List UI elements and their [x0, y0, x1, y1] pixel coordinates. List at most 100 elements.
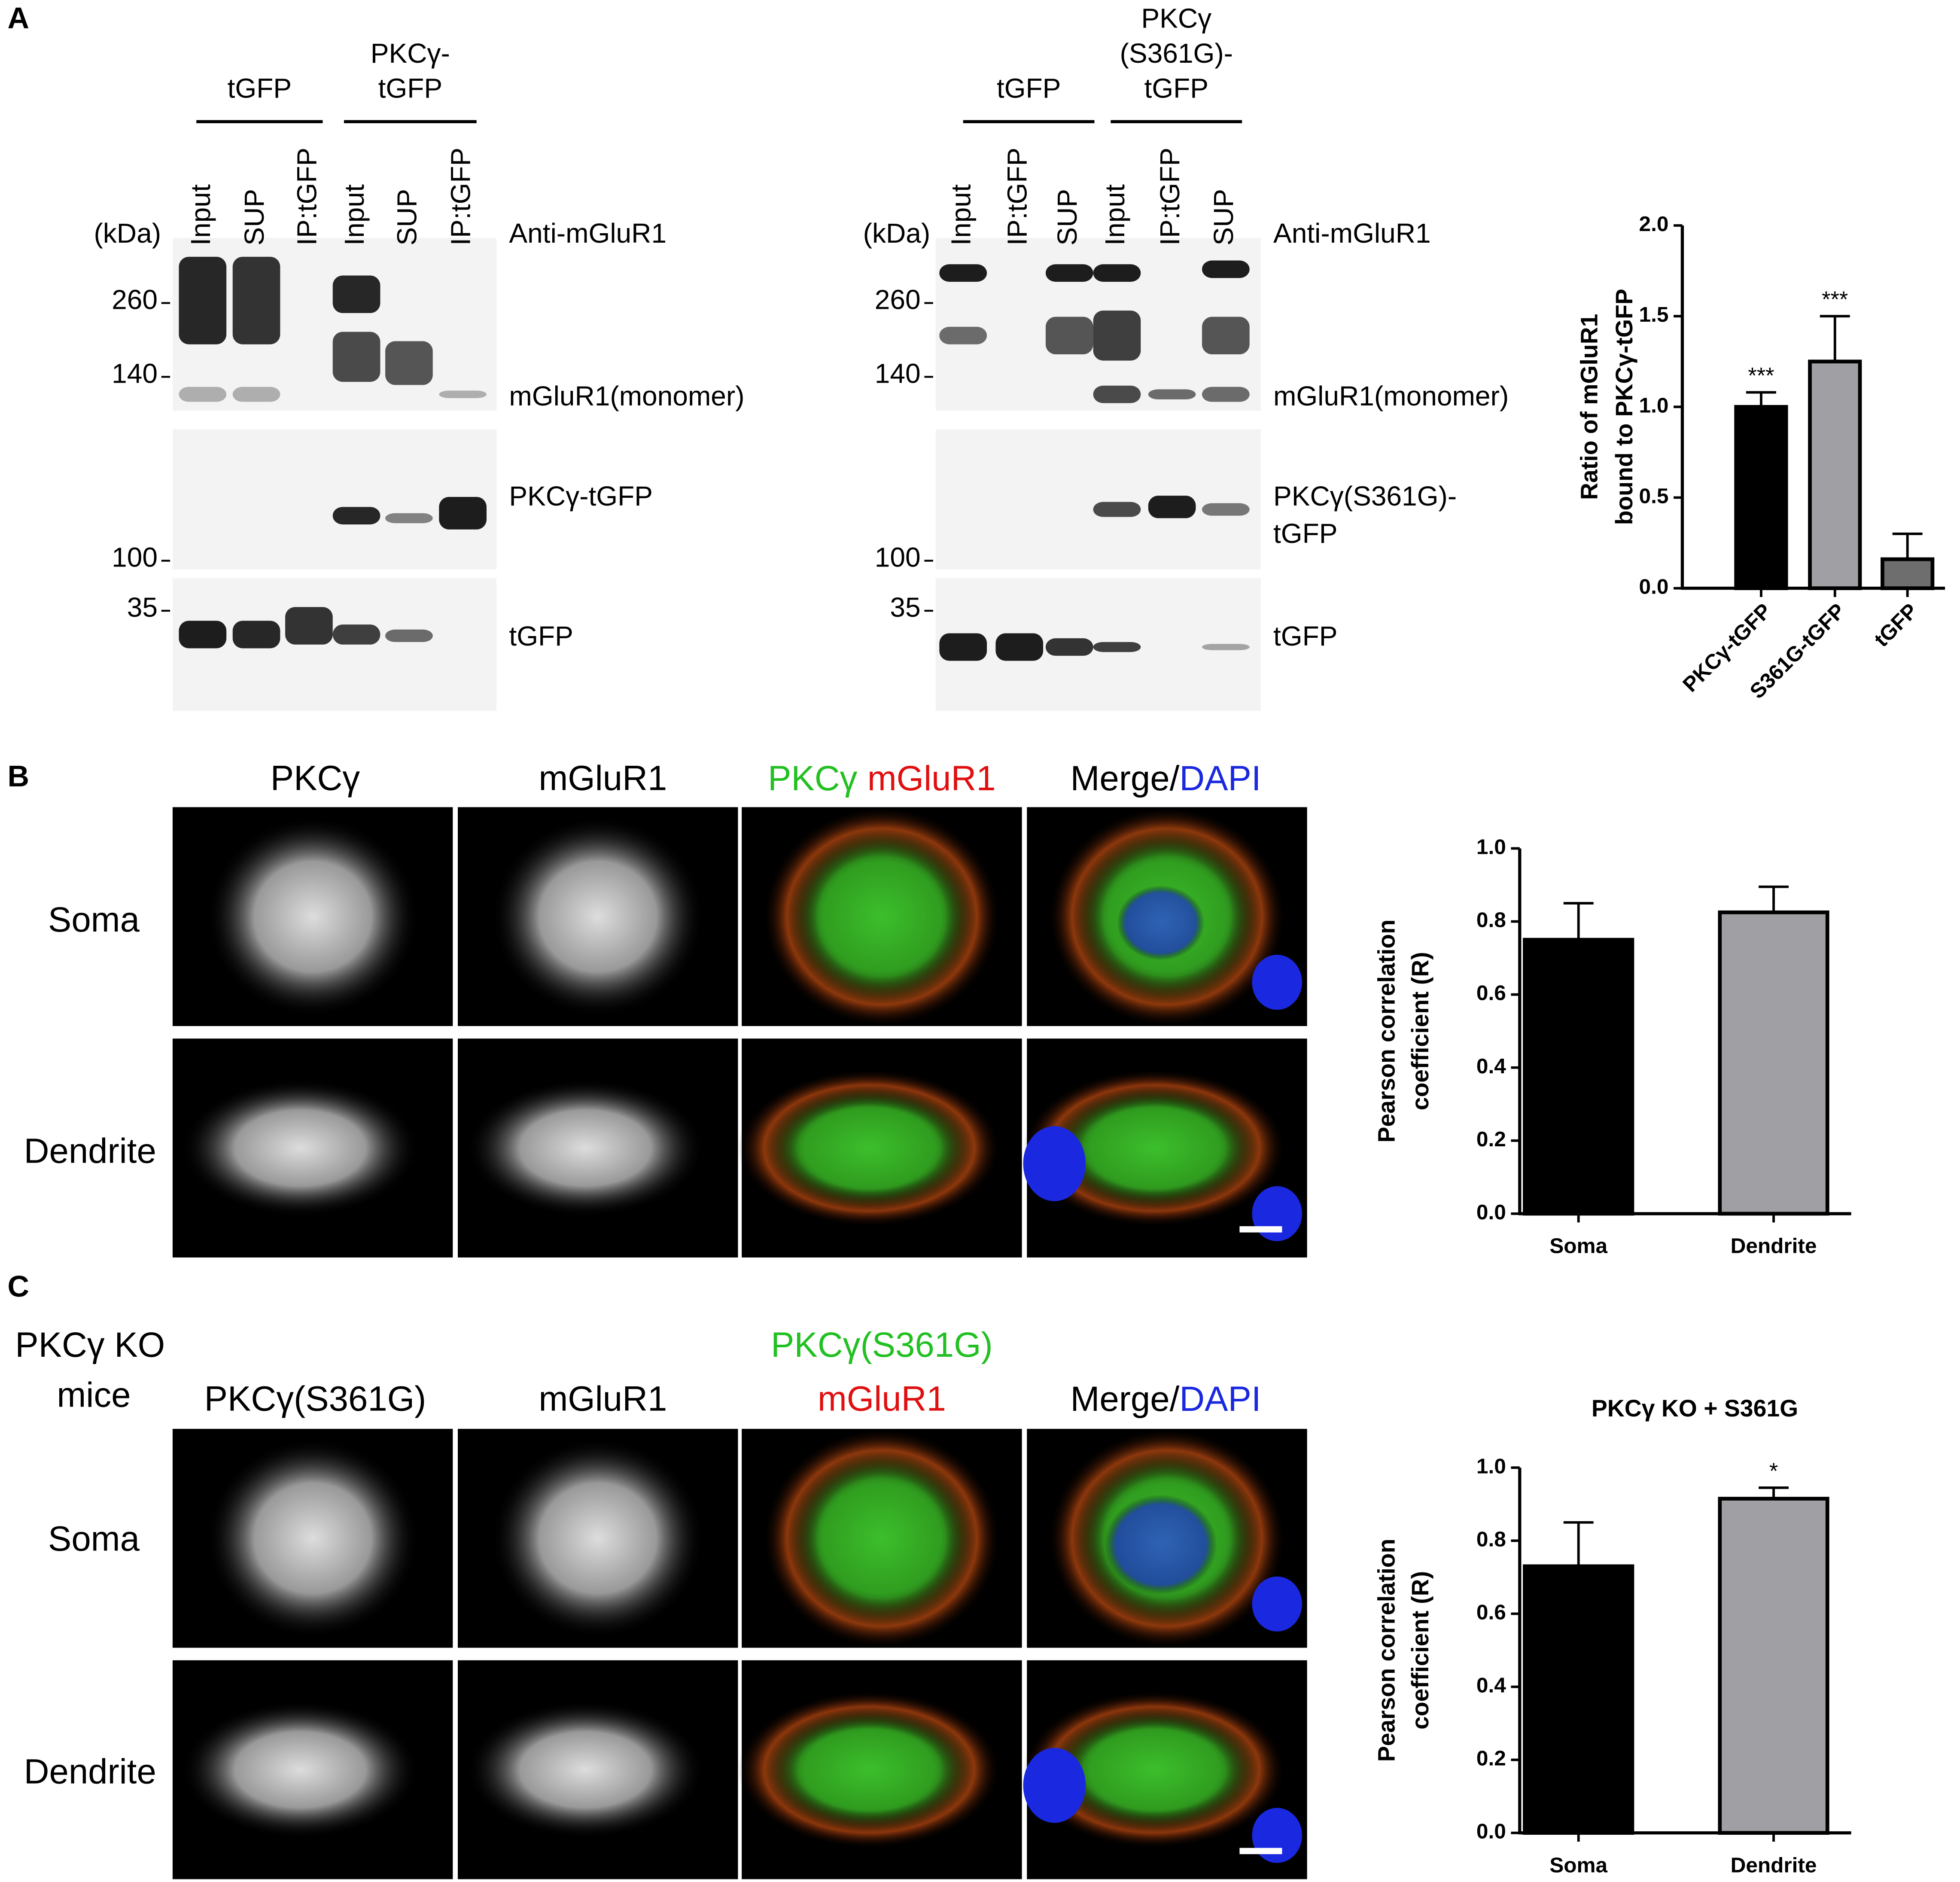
- y-tick-label: 0.8: [1476, 908, 1506, 932]
- column-header: mGluR1: [539, 1379, 667, 1418]
- blot-strip: [935, 429, 1261, 569]
- condition-label: PKCγ KO: [15, 1325, 165, 1364]
- marker-label: 140: [112, 358, 158, 389]
- cell-signal: [763, 806, 1001, 1027]
- bar: [1734, 405, 1788, 591]
- cell-signal: [763, 1428, 1001, 1649]
- blot-band: [439, 497, 487, 530]
- cell-signal: [466, 1079, 704, 1217]
- scale-bar: [1239, 1226, 1282, 1233]
- chart-title: PKCγ KO + S361G: [1592, 1395, 1798, 1422]
- cell-signal: [206, 816, 419, 1017]
- band-label: PKCγ(S361G)-: [1273, 481, 1457, 512]
- y-tick-label: 0.5: [1639, 484, 1669, 508]
- blot-band: [1202, 644, 1250, 650]
- blot-band: [1148, 496, 1196, 518]
- marker-label: 100: [875, 542, 921, 573]
- header-part: DAPI: [1179, 1379, 1261, 1418]
- blot-band: [232, 387, 280, 402]
- blot-band: [995, 633, 1044, 661]
- blot-band: [285, 607, 333, 645]
- bar: [1718, 1497, 1829, 1835]
- blot-band: [232, 256, 280, 344]
- band-label: tGFP: [1273, 621, 1337, 652]
- blot-band: [1093, 642, 1141, 652]
- lane-label: Input: [185, 184, 216, 246]
- x-tick-label: Dendrite: [1731, 1234, 1817, 1258]
- header-part: Merge/: [1070, 1379, 1179, 1418]
- cell-signal: [181, 1701, 419, 1839]
- group-label: tGFP: [1144, 73, 1209, 104]
- band-label: tGFP: [509, 621, 573, 652]
- row-label: Dendrite: [24, 1752, 156, 1791]
- row-label: Dendrite: [24, 1132, 156, 1171]
- unit-label: (kDa): [94, 218, 161, 249]
- blot-band: [1093, 311, 1141, 361]
- y-tick-label: 2.0: [1639, 212, 1669, 236]
- blot-band: [179, 621, 227, 649]
- lane-label: IP:tGFP: [1154, 148, 1185, 246]
- blot-band: [1093, 385, 1141, 403]
- nucleus: [1023, 1748, 1086, 1823]
- bar: [1808, 359, 1862, 591]
- scale-bar: [1239, 1848, 1282, 1855]
- column-header: Merge/DAPI: [1070, 759, 1261, 798]
- blot-band: [1045, 264, 1093, 282]
- bar: [1523, 1564, 1634, 1835]
- lane-label: IP:tGFP: [445, 148, 476, 246]
- cell-signal: [738, 1069, 1001, 1227]
- marker-label: 100: [112, 542, 158, 573]
- group-label: PKCγ: [1141, 3, 1211, 33]
- nucleus: [1252, 1186, 1302, 1242]
- y-tick-label: 1.0: [1639, 393, 1669, 417]
- cell-signal: [181, 1079, 419, 1217]
- header-part: Merge/: [1070, 759, 1179, 798]
- blot-band: [179, 387, 227, 402]
- lane-label: SUP: [391, 189, 422, 246]
- significance: *: [1769, 1459, 1778, 1484]
- bar: [1881, 557, 1935, 591]
- column-header: Merge/DAPI: [1070, 1379, 1261, 1418]
- column-header: PKCγ(S361G): [771, 1325, 993, 1364]
- y-axis-label: bound to PKCγ-tGFP: [1611, 289, 1637, 525]
- y-tick-label: 0.0: [1639, 575, 1669, 599]
- group-label: (S361G)-: [1120, 38, 1233, 69]
- blot-band: [939, 264, 987, 282]
- blot-band: [232, 621, 280, 649]
- row-label: Soma: [48, 1520, 140, 1559]
- y-tick-label: 0.4: [1476, 1054, 1506, 1078]
- blot-band: [1045, 638, 1093, 656]
- lane-label: Input: [339, 184, 370, 246]
- blot-band: [179, 256, 227, 344]
- panel-label: A: [7, 1, 29, 35]
- unit-label: (kDa): [863, 218, 931, 249]
- blot-band: [1045, 317, 1093, 355]
- column-header: PKCγ: [271, 759, 360, 798]
- blot-band: [1202, 317, 1250, 355]
- blot-band: [332, 624, 380, 645]
- y-tick-label: 0.6: [1476, 1600, 1506, 1624]
- y-tick-label: 0.6: [1476, 981, 1506, 1005]
- cell-signal: [491, 1438, 704, 1638]
- header-part: PKCγ: [768, 759, 858, 798]
- cell-signal: [1023, 1069, 1286, 1227]
- blot-band: [1202, 387, 1250, 402]
- x-tick-label: tGFP: [1870, 599, 1923, 652]
- band-label: PKCγ-tGFP: [509, 481, 653, 512]
- antibody-label: Anti-mGluR1: [1273, 218, 1431, 249]
- column-header: mGluR1: [539, 759, 667, 798]
- y-tick-label: 0.2: [1476, 1127, 1506, 1151]
- blot-band: [332, 332, 380, 382]
- y-tick-label: 1.5: [1639, 303, 1669, 326]
- header-part: mGluR1: [867, 759, 996, 798]
- blot-band: [385, 513, 433, 524]
- y-axis-label: Pearson correlation: [1373, 920, 1400, 1143]
- significance: ***: [1822, 287, 1848, 312]
- band-label: mGluR1(monomer): [1273, 381, 1509, 411]
- lane-label: SUP: [1208, 189, 1239, 246]
- cell-signal: [466, 1701, 704, 1839]
- y-axis-label: Ratio of mGluR1: [1576, 314, 1602, 500]
- nucleus: [1252, 955, 1302, 1010]
- group-label: tGFP: [228, 73, 292, 104]
